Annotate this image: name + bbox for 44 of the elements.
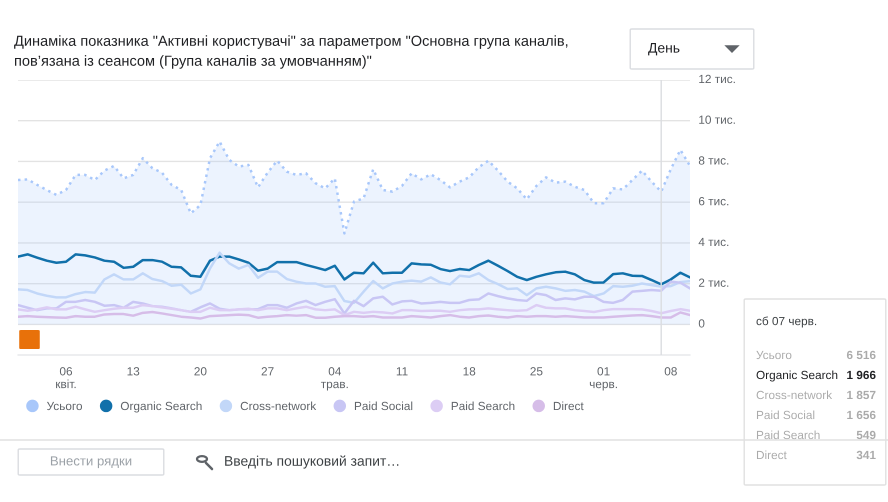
text: Paid Social bbox=[756, 410, 814, 420]
text: 1 656 bbox=[847, 410, 876, 420]
text: Внести рядки bbox=[50, 456, 132, 468]
line-series bbox=[18, 310, 690, 320]
y-tick-label: 2 тис. bbox=[698, 278, 728, 287]
x-tick-label: 06 квіт. bbox=[56, 367, 76, 388]
y-tick-label: 0 bbox=[698, 319, 704, 328]
x-tick-label: 01 черв. bbox=[590, 367, 617, 391]
line-series bbox=[18, 253, 690, 286]
legend-label: Organic Search bbox=[120, 401, 202, 413]
text: 1 966 bbox=[847, 370, 876, 380]
legend-label: Paid Search bbox=[452, 401, 514, 410]
text: Direct bbox=[756, 450, 787, 460]
x-tick-label: 08 bbox=[664, 367, 677, 376]
y-tick-label: 12 тис. bbox=[699, 74, 735, 84]
text: 549 bbox=[856, 430, 876, 440]
text: Cross-network bbox=[756, 390, 832, 400]
legend-label: Paid Social bbox=[354, 401, 412, 410]
chart-title: Динаміка показника "Активні користувачі" за параметром "Основна група каналів, пов’язана із сеансом (Група каналів за умовчанням)" bbox=[14, 35, 568, 69]
legend-label: Direct bbox=[554, 401, 584, 410]
x-tick-label: 25 bbox=[530, 367, 542, 376]
text: Введіть пошуковий запит… bbox=[225, 455, 398, 469]
y-tick-label: 4 тис. bbox=[698, 238, 728, 246]
x-tick-label: 11 bbox=[396, 367, 408, 376]
text: Paid Search bbox=[756, 430, 820, 440]
y-tick-label: 6 тис. bbox=[698, 197, 728, 206]
line-series bbox=[18, 304, 690, 316]
x-tick-label: 20 bbox=[194, 367, 207, 376]
y-tick-label: 10 тис. bbox=[699, 116, 735, 124]
text: День bbox=[648, 43, 680, 56]
legend-label: Усього bbox=[46, 402, 82, 410]
text: 341 bbox=[856, 450, 876, 460]
legend-label: Cross-network bbox=[240, 401, 316, 410]
y-tick-label: 8 тис. bbox=[698, 156, 728, 165]
x-tick-label: 04 трав. bbox=[320, 367, 348, 391]
text: сб 07 черв. bbox=[756, 316, 816, 328]
text: Усього bbox=[756, 350, 792, 360]
text: Organic Search bbox=[756, 370, 838, 382]
x-tick-label: 18 bbox=[464, 367, 476, 376]
text: 6 516 bbox=[846, 350, 876, 360]
x-tick-label: 27 bbox=[262, 367, 274, 376]
text: 1 857 bbox=[847, 390, 876, 400]
x-tick-label: 13 bbox=[128, 367, 140, 376]
line-series bbox=[18, 251, 690, 304]
